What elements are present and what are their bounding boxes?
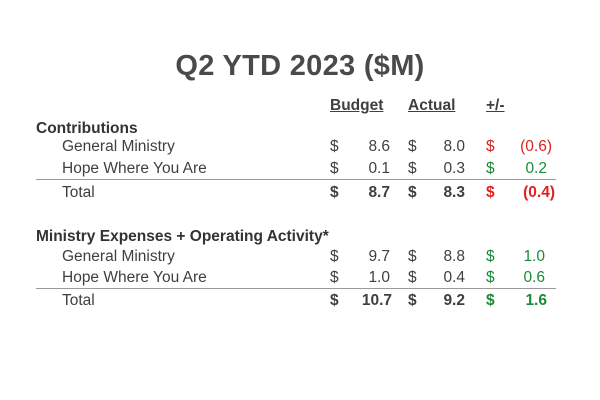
variance-value: 0.6 <box>523 269 545 286</box>
variance-currency: $ <box>486 184 495 201</box>
budget-currency: $ <box>330 248 339 265</box>
actual-value: 8.8 <box>443 248 465 265</box>
budget-currency: $ <box>330 160 339 177</box>
total-row: Total $ 8.7 $ 8.3 $ (0.4) <box>0 184 600 206</box>
variance-value: 1.0 <box>523 248 545 265</box>
section-title-ministry-expenses: Ministry Expenses + Operating Activity* <box>36 228 329 245</box>
variance-currency: $ <box>486 292 495 309</box>
budget-value: 0.1 <box>368 160 390 177</box>
table-row: Hope Where You Are $ 0.1 $ 0.3 $ 0.2 <box>0 160 600 182</box>
column-header-budget: Budget <box>330 97 384 114</box>
column-header-variance: +/- <box>486 97 505 114</box>
total-label: Total <box>62 292 95 309</box>
variance-currency: $ <box>486 248 495 265</box>
budget-currency: $ <box>330 269 339 286</box>
budget-total: 8.7 <box>368 184 390 201</box>
total-label: Total <box>62 184 95 201</box>
variance-currency: $ <box>486 138 495 155</box>
total-row: Total $ 10.7 $ 9.2 $ 1.6 <box>0 292 600 314</box>
budget-currency: $ <box>330 184 339 201</box>
column-header-actual: Actual <box>408 97 456 114</box>
row-label: Hope Where You Are <box>62 269 207 286</box>
budget-currency: $ <box>330 292 339 309</box>
variance-currency: $ <box>486 269 495 286</box>
actual-total: 8.3 <box>443 184 465 201</box>
table-row: General Ministry $ 9.7 $ 8.8 $ 1.0 <box>0 248 600 270</box>
total-divider <box>36 288 556 289</box>
actual-currency: $ <box>408 248 417 265</box>
actual-value: 8.0 <box>443 138 465 155</box>
table-row: Hope Where You Are $ 1.0 $ 0.4 $ 0.6 <box>0 269 600 291</box>
actual-currency: $ <box>408 160 417 177</box>
row-label: General Ministry <box>62 138 175 155</box>
actual-currency: $ <box>408 292 417 309</box>
actual-total: 9.2 <box>443 292 465 309</box>
row-label: Hope Where You Are <box>62 160 207 177</box>
variance-value: (0.6) <box>520 138 552 155</box>
budget-currency: $ <box>330 138 339 155</box>
variance-value: 0.2 <box>525 160 547 177</box>
actual-currency: $ <box>408 184 417 201</box>
actual-value: 0.4 <box>443 269 465 286</box>
budget-value: 8.6 <box>368 138 390 155</box>
actual-value: 0.3 <box>443 160 465 177</box>
section-title-contributions: Contributions <box>36 120 138 137</box>
variance-total: 1.6 <box>525 292 547 309</box>
budget-value: 1.0 <box>368 269 390 286</box>
table-row: General Ministry $ 8.6 $ 8.0 $ (0.6) <box>0 138 600 160</box>
budget-total: 10.7 <box>361 292 392 309</box>
total-divider <box>36 179 556 180</box>
row-label: General Ministry <box>62 248 175 265</box>
variance-total: (0.4) <box>523 184 555 201</box>
variance-currency: $ <box>486 160 495 177</box>
page-title: Q2 YTD 2023 ($M) <box>175 50 425 82</box>
actual-currency: $ <box>408 138 417 155</box>
budget-value: 9.7 <box>368 248 390 265</box>
actual-currency: $ <box>408 269 417 286</box>
